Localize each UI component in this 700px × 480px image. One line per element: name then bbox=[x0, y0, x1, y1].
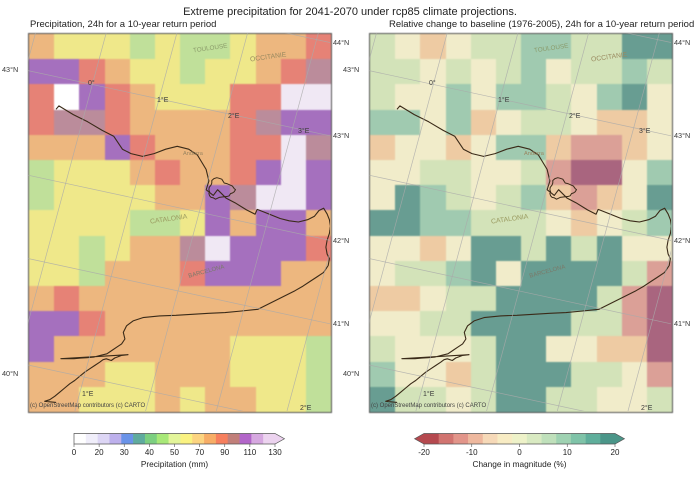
svg-text:30: 30 bbox=[120, 448, 129, 457]
svg-text:50: 50 bbox=[170, 448, 179, 457]
svg-text:110: 110 bbox=[243, 448, 256, 457]
svg-text:20: 20 bbox=[611, 448, 620, 457]
svg-text:90: 90 bbox=[220, 448, 229, 457]
svg-text:130: 130 bbox=[268, 448, 282, 457]
svg-text:20: 20 bbox=[95, 448, 104, 457]
svg-text:70: 70 bbox=[195, 448, 204, 457]
svg-text:0: 0 bbox=[517, 448, 522, 457]
svg-text:0: 0 bbox=[72, 448, 77, 457]
svg-text:Change in magnitude (%): Change in magnitude (%) bbox=[472, 459, 566, 469]
svg-text:40: 40 bbox=[145, 448, 154, 457]
svg-text:Precipitation (mm): Precipitation (mm) bbox=[141, 459, 209, 469]
svg-text:-20: -20 bbox=[418, 448, 430, 457]
svg-text:-10: -10 bbox=[466, 448, 478, 457]
svg-text:10: 10 bbox=[563, 448, 572, 457]
